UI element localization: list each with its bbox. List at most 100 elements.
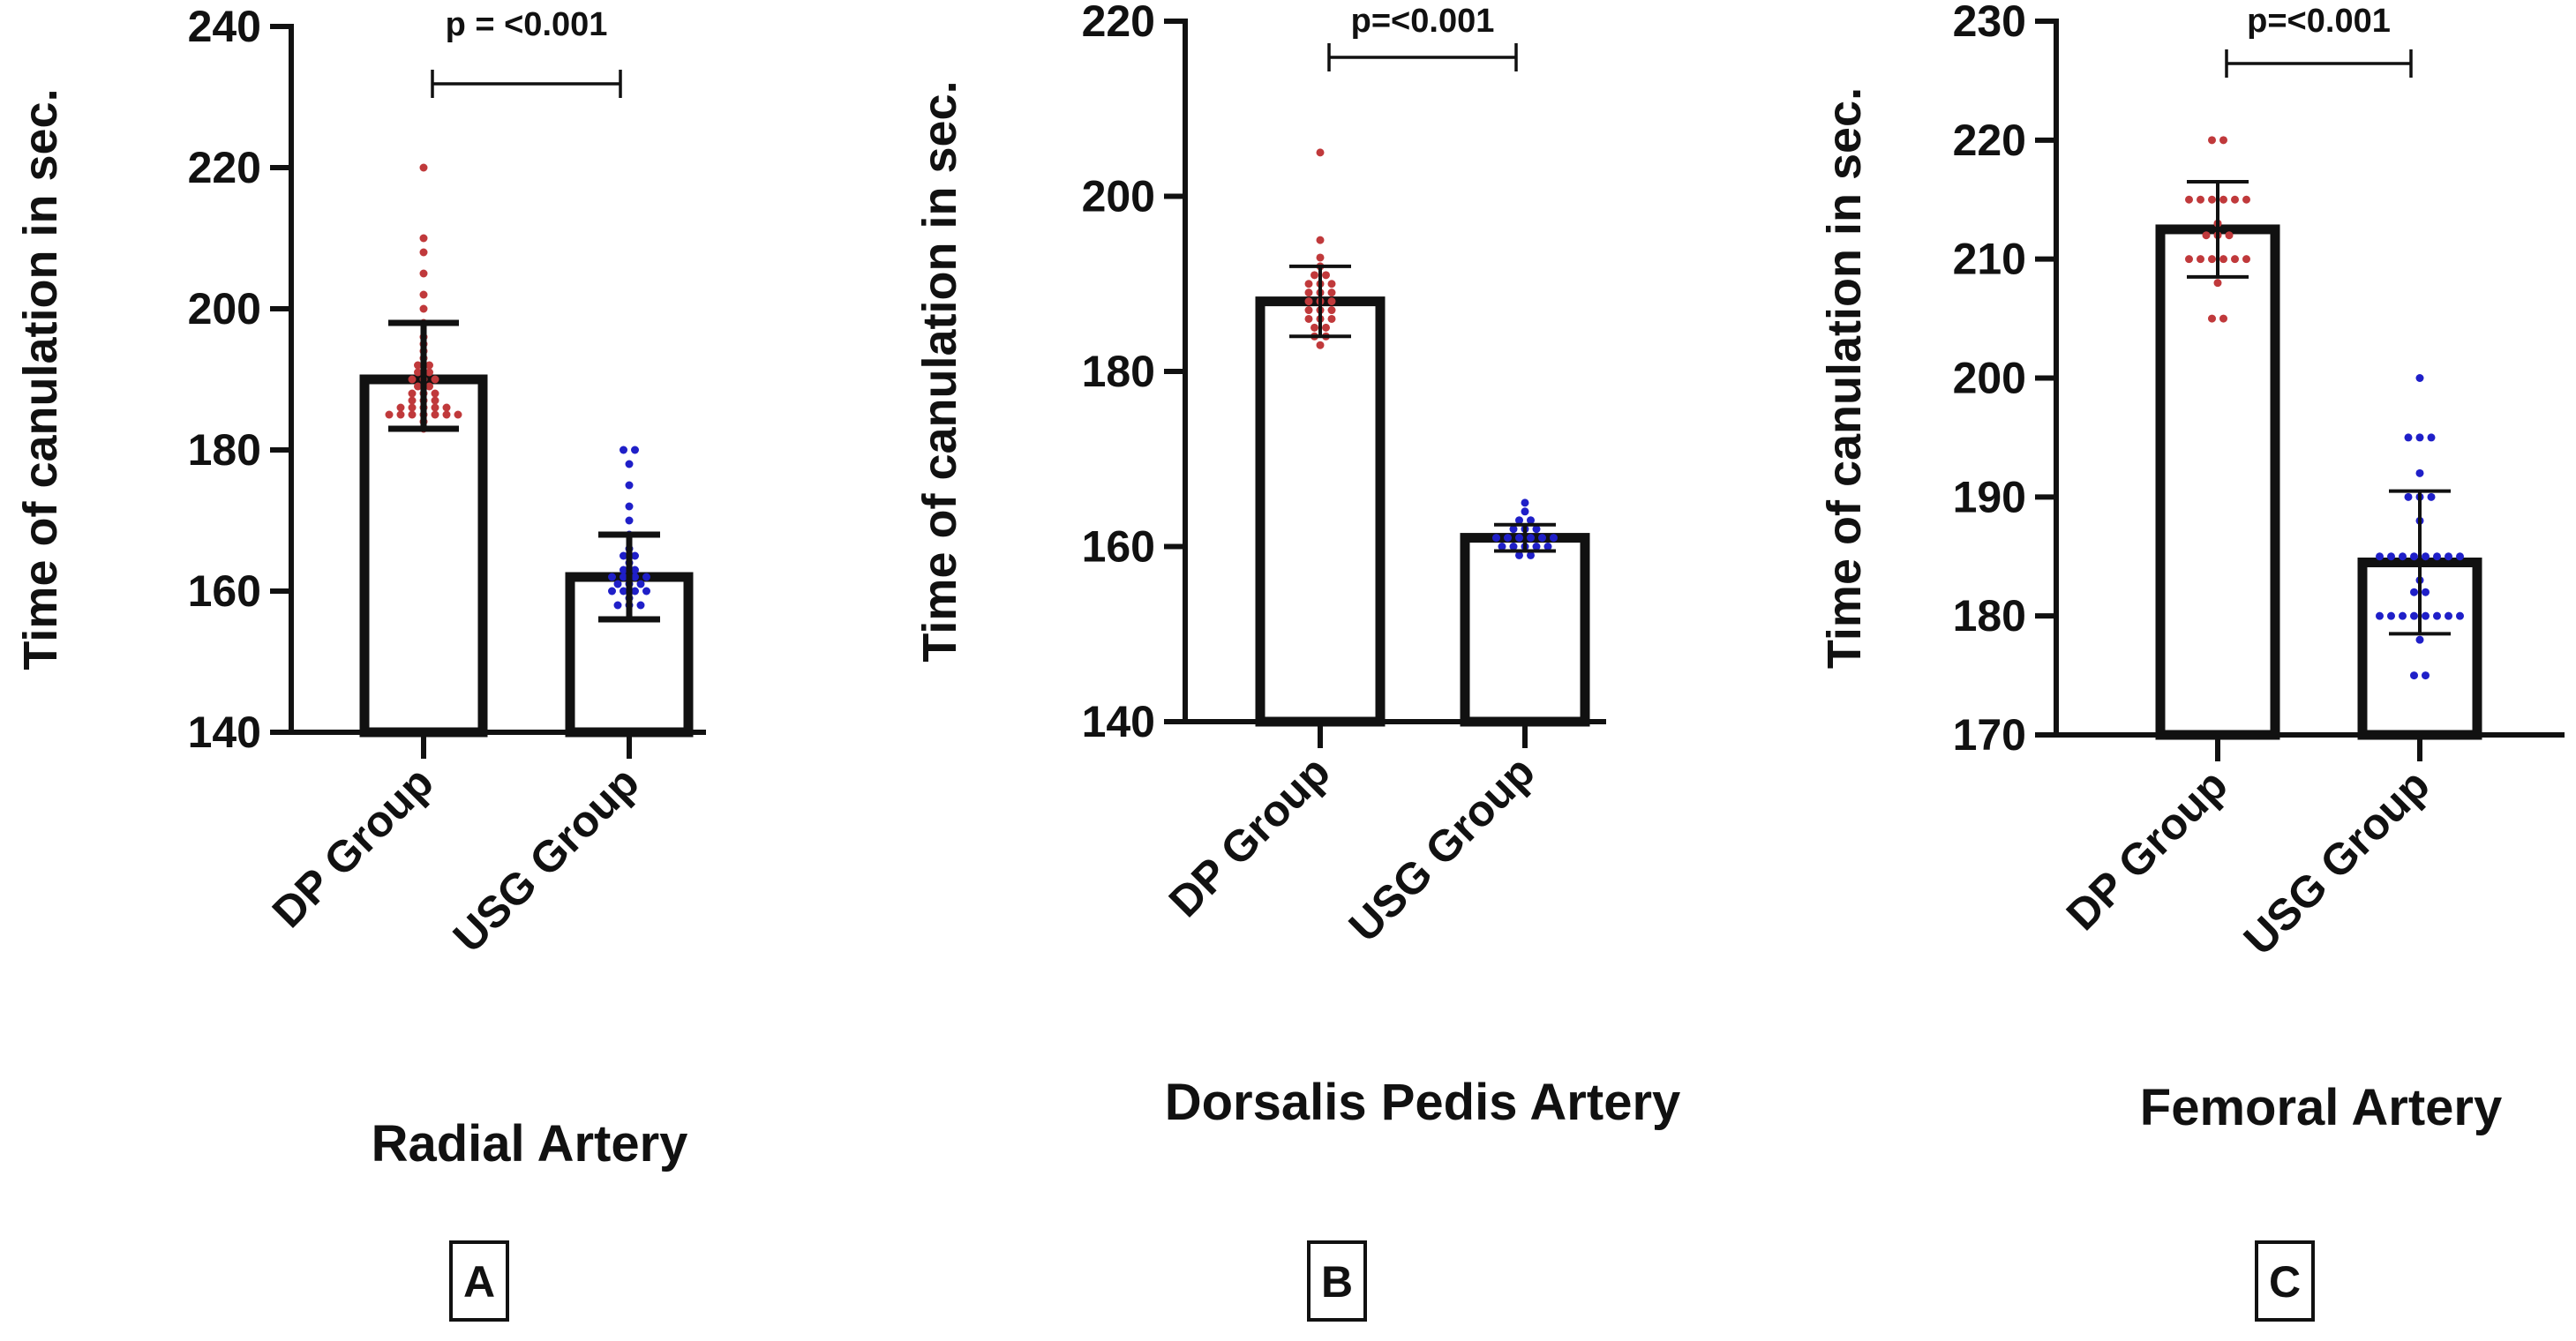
data-point: [1322, 271, 1330, 280]
data-point: [631, 551, 639, 560]
y-tick-label: 160: [1082, 522, 1155, 572]
data-point: [1327, 280, 1336, 288]
data-point: [2197, 195, 2204, 204]
data-point: [2422, 588, 2430, 596]
data-point: [408, 389, 417, 398]
data-point: [1304, 297, 1313, 306]
data-point: [631, 587, 639, 596]
data-point: [2404, 433, 2413, 442]
y-tick-label: 190: [1953, 472, 2026, 521]
y-tick-label: 220: [188, 143, 261, 192]
data-point: [408, 375, 417, 384]
y-tick-label: 140: [188, 708, 261, 757]
data-point: [431, 410, 439, 419]
data-point: [620, 587, 627, 596]
data-point: [414, 361, 422, 370]
data-point: [419, 290, 428, 299]
data-point: [1327, 314, 1336, 323]
data-point: [408, 396, 417, 405]
data-point: [625, 516, 634, 525]
panel-title: Dorsalis Pedis Artery: [1165, 1074, 1681, 1131]
data-point: [2242, 255, 2250, 264]
data-point: [2399, 552, 2407, 561]
data-point: [414, 368, 422, 377]
panel-letter-box: [2255, 1240, 2315, 1322]
data-point: [1515, 534, 1523, 543]
data-point: [1492, 534, 1500, 543]
data-point: [2185, 255, 2193, 264]
data-point: [2219, 314, 2227, 323]
data-point: [2415, 374, 2424, 382]
panel-letter: A: [463, 1257, 495, 1307]
data-point: [425, 368, 433, 377]
data-point: [1304, 288, 1313, 297]
data-point: [431, 396, 439, 405]
y-tick-label: 180: [188, 425, 261, 475]
data-point: [2225, 231, 2234, 240]
data-point: [2208, 195, 2216, 204]
data-point: [1538, 534, 1546, 543]
data-point: [1550, 534, 1558, 543]
data-point: [631, 573, 639, 581]
data-point: [613, 601, 622, 610]
data-point: [608, 587, 616, 596]
data-point: [625, 502, 634, 511]
category-label: DP Group: [2057, 760, 2237, 940]
data-point: [2208, 255, 2216, 264]
data-point: [2433, 611, 2441, 620]
data-point: [419, 269, 428, 278]
data-point: [2415, 468, 2424, 477]
data-point: [1521, 507, 1529, 516]
data-point: [1532, 525, 1541, 534]
data-point: [1498, 543, 1506, 551]
bar-usg: [1460, 533, 1590, 727]
category-label: USG Group: [2234, 760, 2439, 964]
y-axis-label: Time of canulation in sec.: [1818, 87, 1871, 669]
p-value-label: p=<0.001: [1351, 3, 1495, 40]
data-point: [1327, 306, 1336, 315]
data-point: [425, 382, 433, 391]
data-point: [631, 446, 639, 454]
data-point: [2197, 255, 2204, 264]
category-label: USG Group: [444, 757, 649, 962]
y-tick-label: 140: [1082, 697, 1155, 746]
data-point: [2410, 671, 2418, 680]
y-tick-label: 180: [1082, 347, 1155, 396]
data-point: [1521, 498, 1529, 507]
data-point: [636, 580, 645, 588]
y-tick-label: 200: [1082, 172, 1155, 221]
data-point: [1527, 516, 1535, 525]
data-point: [2231, 255, 2239, 264]
data-point: [2231, 195, 2239, 204]
data-point: [1327, 288, 1336, 297]
category-label: DP Group: [1160, 746, 1340, 926]
y-tick-label: 210: [1953, 235, 2026, 284]
data-point: [2410, 552, 2418, 561]
data-point: [2422, 671, 2430, 680]
data-point: [1532, 543, 1541, 551]
data-point: [2415, 433, 2424, 442]
data-point: [1316, 253, 1325, 262]
data-point: [419, 248, 428, 257]
data-point: [2433, 552, 2441, 561]
data-point: [2427, 433, 2436, 442]
data-point: [642, 587, 650, 596]
data-point: [2219, 195, 2227, 204]
y-axis-label: Time of canulation in sec.: [14, 88, 67, 670]
data-point: [1316, 148, 1325, 157]
data-point: [2456, 611, 2464, 620]
data-point: [2213, 279, 2222, 288]
data-point: [2445, 611, 2452, 620]
data-point: [419, 304, 428, 313]
panel-letter-box: [1307, 1240, 1367, 1322]
bar-dp: [1255, 296, 1386, 727]
p-value-label: p=<0.001: [2247, 3, 2391, 40]
panel-title: Femoral Artery: [2140, 1079, 2502, 1136]
category-label: USG Group: [1340, 746, 1544, 951]
data-point: [396, 403, 405, 412]
data-point: [2185, 195, 2193, 204]
data-point: [408, 403, 417, 412]
bar-dp: [2155, 224, 2280, 740]
y-tick-label: 180: [1953, 591, 2026, 641]
